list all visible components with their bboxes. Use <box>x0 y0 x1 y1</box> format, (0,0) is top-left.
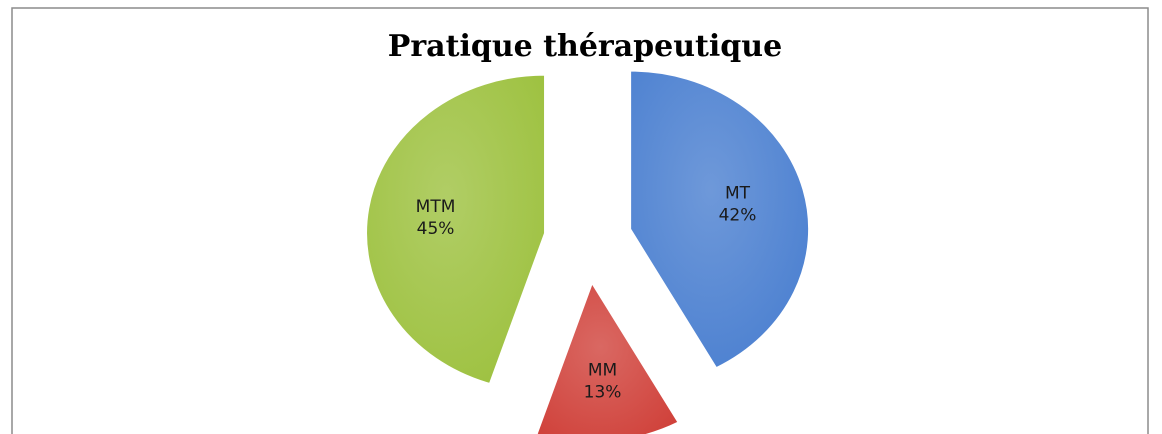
slice-value-label: 42% <box>719 206 757 226</box>
slice-category-label: MT <box>725 184 751 204</box>
pie-slice <box>366 74 546 384</box>
slice-category-label: MTM <box>416 197 456 217</box>
chart-title: Pratique thérapeutique <box>388 29 782 64</box>
pie-slice <box>630 70 810 369</box>
pie-slice <box>536 282 679 434</box>
slice-value-label: 13% <box>584 382 622 402</box>
slice-value-label: 45% <box>417 219 455 239</box>
slice-category-label: MM <box>588 360 617 380</box>
